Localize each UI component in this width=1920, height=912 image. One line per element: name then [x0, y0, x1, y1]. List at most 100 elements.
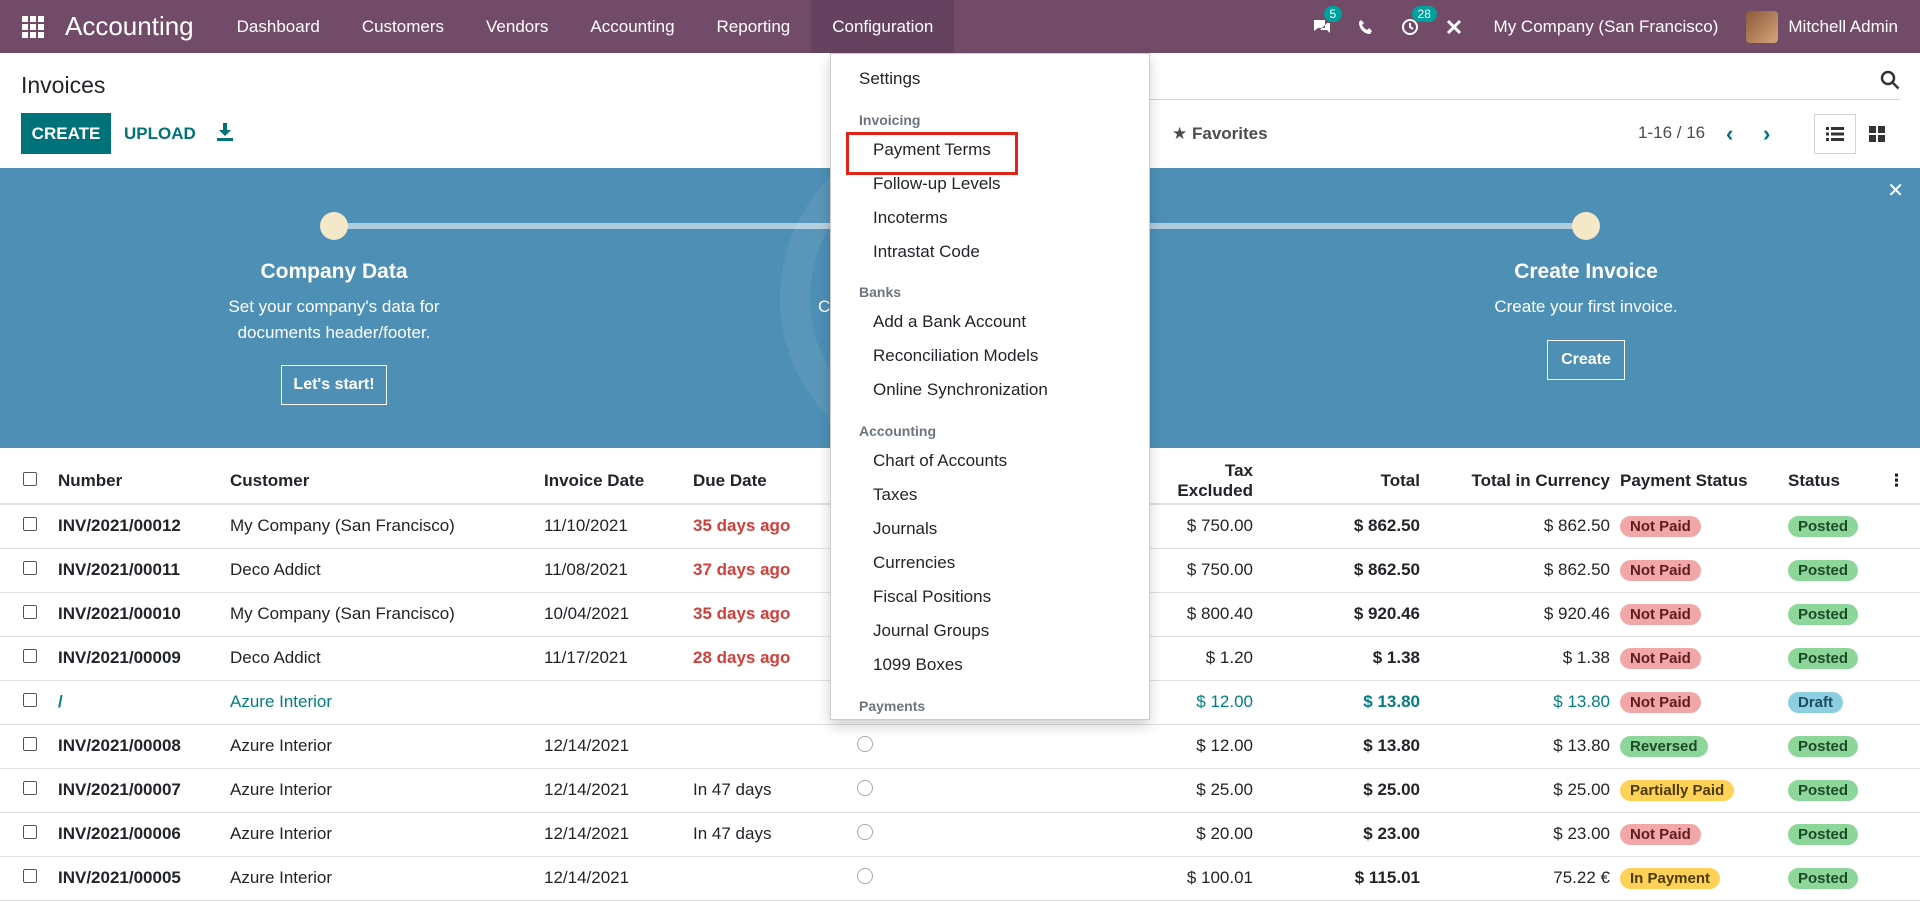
create-button[interactable]: CREATE	[21, 113, 111, 154]
search-icon[interactable]	[1880, 70, 1902, 92]
search-input[interactable]	[1150, 99, 1900, 100]
menu-accounting[interactable]: Accounting	[590, 17, 675, 36]
create-invoice-button[interactable]: Create	[1547, 340, 1625, 380]
activity-clock-icon[interactable]	[857, 867, 873, 884]
activity-clock-icon[interactable]	[857, 735, 873, 752]
cell-total-currency: $ 23.00	[1420, 812, 1610, 857]
optional-columns-icon[interactable]: ⋮	[1888, 458, 1920, 505]
activity-clock-icon[interactable]: 28	[1388, 0, 1437, 53]
tools-icon[interactable]	[1432, 0, 1476, 53]
menu-item-add-bank-account[interactable]: Add a Bank Account	[873, 312, 1027, 331]
row-checkbox[interactable]	[23, 649, 37, 663]
menu-item-currencies[interactable]: Currencies	[873, 553, 956, 572]
cell-customer: Azure Interior	[230, 812, 544, 857]
messages-icon[interactable]: 5	[1300, 0, 1344, 53]
cell-total-currency: $ 920.46	[1420, 592, 1610, 637]
row-checkbox[interactable]	[23, 737, 37, 751]
row-checkbox[interactable]	[23, 605, 37, 619]
app-brand[interactable]: Accounting	[65, 11, 194, 41]
header-status[interactable]: Status	[1788, 458, 1888, 505]
pager-next-icon[interactable]: ›	[1763, 121, 1771, 146]
header-payment-status[interactable]: Payment Status	[1610, 458, 1788, 505]
cell-number: INV/2021/00005	[58, 856, 230, 901]
row-checkbox[interactable]	[23, 693, 37, 707]
table-row[interactable]: INV/2021/00005 Azure Interior 12/14/2021…	[0, 856, 1920, 901]
cell-tax-excluded: $ 12.00	[1145, 724, 1253, 769]
user-avatar[interactable]	[1746, 10, 1779, 43]
company-switcher[interactable]: My Company (San Francisco)	[1493, 16, 1719, 36]
lets-start-button[interactable]: Let's start!	[281, 365, 387, 405]
payment-status-badge: Not Paid	[1620, 559, 1701, 581]
menu-item-fiscal-positions[interactable]: Fiscal Positions	[873, 587, 992, 606]
header-due-date[interactable]: Due Date	[693, 458, 845, 505]
cell-total: $ 13.80	[1253, 680, 1420, 725]
menu-item-online-sync[interactable]: Online Synchronization	[873, 380, 1048, 399]
header-invoice-date[interactable]: Invoice Date	[544, 458, 693, 505]
menu-item-settings[interactable]: Settings	[859, 69, 921, 88]
menu-dashboard[interactable]: Dashboard	[236, 17, 320, 36]
cell-total: $ 115.01	[1253, 856, 1420, 901]
menu-item-1099-boxes[interactable]: 1099 Boxes	[873, 655, 963, 674]
table-row[interactable]: INV/2021/00011 Deco Addict 11/08/2021 37…	[0, 548, 1920, 593]
menu-vendors[interactable]: Vendors	[486, 17, 549, 36]
menu-item-journal-groups[interactable]: Journal Groups	[873, 621, 990, 640]
cell-total-currency: $ 862.50	[1420, 504, 1610, 549]
phone-icon[interactable]	[1344, 0, 1388, 53]
table-row[interactable]: INV/2021/00007 Azure Interior 12/14/2021…	[0, 768, 1920, 813]
menu-item-taxes[interactable]: Taxes	[873, 485, 918, 504]
list-view-button[interactable]	[1814, 114, 1856, 154]
step-company-title: Company Data	[260, 260, 408, 283]
menu-item-followup-levels[interactable]: Follow-up Levels	[873, 174, 1001, 193]
row-checkbox[interactable]	[23, 781, 37, 795]
activity-clock-icon[interactable]	[857, 779, 873, 796]
status-badge: Posted	[1788, 603, 1859, 625]
step-invoice-dot	[1572, 212, 1600, 240]
select-all-checkbox[interactable]	[23, 471, 37, 486]
activity-clock-icon[interactable]	[857, 823, 873, 840]
cell-invoice-date: 11/08/2021	[544, 548, 693, 593]
cell-tax-excluded: $ 750.00	[1145, 504, 1253, 549]
menu-item-journals[interactable]: Journals	[873, 519, 938, 538]
row-checkbox[interactable]	[23, 825, 37, 839]
menu-item-intrastat-code[interactable]: Intrastat Code	[873, 242, 980, 261]
row-checkbox[interactable]	[23, 517, 37, 532]
menu-item-payment-terms[interactable]: Payment Terms	[873, 140, 991, 159]
table-row[interactable]: / Azure Interior $ 12.00 $ 13.80 $ 13.80…	[0, 680, 1920, 725]
menu-item-chart-of-accounts[interactable]: Chart of Accounts	[873, 451, 1008, 470]
cell-customer: My Company (San Francisco)	[230, 592, 544, 637]
cell-invoice-date: 12/14/2021	[544, 724, 693, 769]
download-icon[interactable]	[216, 122, 236, 144]
highlight-box	[846, 132, 1018, 175]
cell-total: $ 23.00	[1253, 812, 1420, 857]
menu-item-incoterms[interactable]: Incoterms	[873, 208, 948, 227]
menu-configuration[interactable]: Configuration	[811, 0, 955, 53]
favorites-menu[interactable]: ★ Favorites	[1172, 124, 1268, 144]
header-total-currency[interactable]: Total in Currency	[1420, 458, 1610, 505]
header-number[interactable]: Number	[58, 458, 230, 505]
header-total[interactable]: Total	[1253, 458, 1420, 505]
cell-invoice-date	[544, 680, 693, 725]
header-customer[interactable]: Customer	[230, 458, 544, 505]
header-tax-excluded[interactable]: Tax Excluded	[1145, 458, 1253, 505]
table-row[interactable]: INV/2021/00006 Azure Interior 12/14/2021…	[0, 812, 1920, 857]
user-menu[interactable]: Mitchell Admin	[1788, 16, 1898, 36]
menu-reporting[interactable]: Reporting	[716, 17, 791, 36]
star-icon: ★	[1172, 124, 1188, 143]
cell-due-date: 37 days ago	[693, 548, 845, 593]
kanban-view-button[interactable]	[1856, 114, 1898, 154]
menu-customers[interactable]: Customers	[361, 17, 445, 36]
table-header-row: Number Customer Invoice Date Due Date Ta…	[0, 458, 1920, 505]
payment-status-badge: Partially Paid	[1620, 779, 1735, 801]
row-checkbox[interactable]	[23, 561, 37, 575]
pager-previous-icon[interactable]: ‹	[1726, 121, 1734, 146]
cell-number: INV/2021/00008	[58, 724, 230, 769]
row-checkbox[interactable]	[23, 869, 37, 883]
cell-total: $ 920.46	[1253, 592, 1420, 637]
table-row[interactable]: INV/2021/00008 Azure Interior 12/14/2021…	[0, 724, 1920, 769]
close-icon[interactable]: ✕	[1887, 180, 1904, 202]
apps-menu-icon[interactable]	[22, 15, 44, 38]
menu-item-reconciliation-models[interactable]: Reconciliation Models	[873, 346, 1039, 365]
upload-button[interactable]: UPLOAD	[124, 113, 196, 154]
cell-due-date	[693, 856, 845, 901]
pager-value[interactable]: 1-16 / 16	[1638, 123, 1706, 142]
